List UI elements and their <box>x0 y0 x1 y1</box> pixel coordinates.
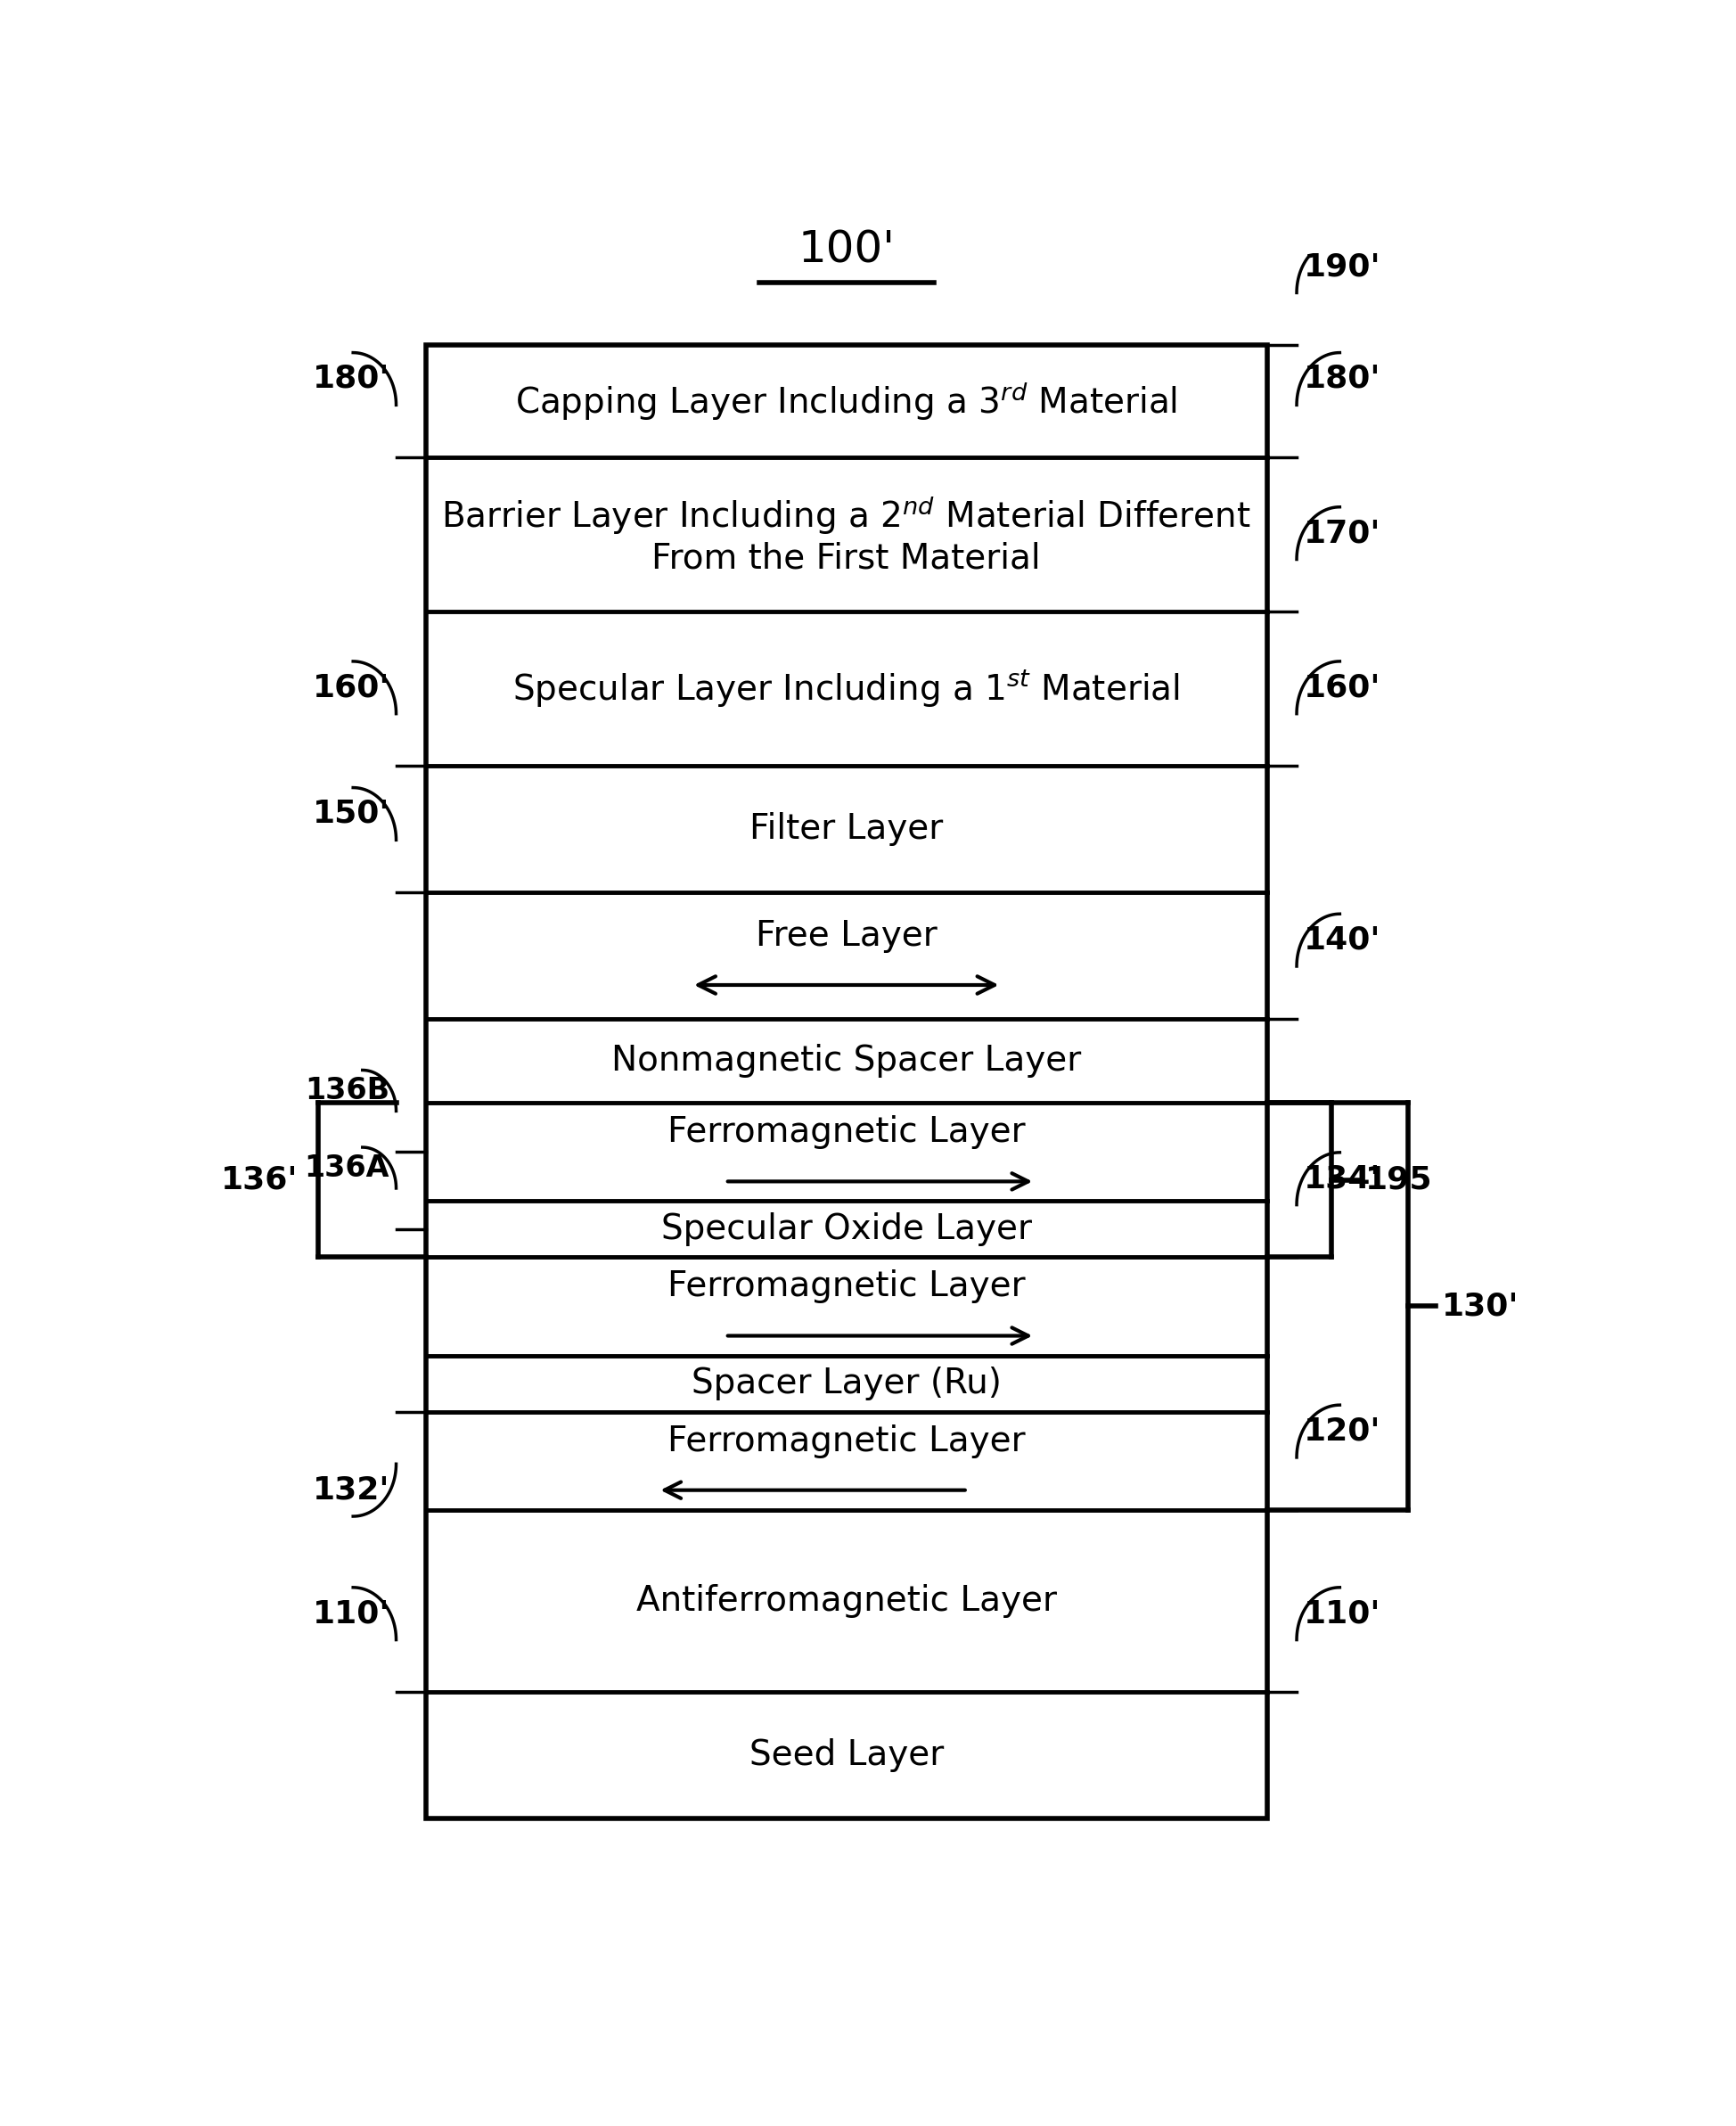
Text: 134': 134' <box>1302 1163 1380 1195</box>
Text: 130': 130' <box>1441 1290 1519 1322</box>
Text: 190': 190' <box>1302 251 1380 283</box>
Text: 160': 160' <box>312 672 389 704</box>
Text: Ferromagnetic Layer: Ferromagnetic Layer <box>667 1269 1024 1303</box>
Text: Free Layer: Free Layer <box>755 918 937 952</box>
Text: 180': 180' <box>1302 364 1380 393</box>
Text: Spacer Layer (Ru): Spacer Layer (Ru) <box>691 1367 1002 1401</box>
Text: 132': 132' <box>312 1475 389 1505</box>
Text: Specular Oxide Layer: Specular Oxide Layer <box>661 1212 1031 1246</box>
Text: 140': 140' <box>1302 925 1380 955</box>
Text: 136B: 136B <box>304 1076 389 1106</box>
Text: Seed Layer: Seed Layer <box>748 1739 943 1773</box>
Text: 136A: 136A <box>304 1152 389 1182</box>
Text: 170': 170' <box>1302 519 1380 549</box>
Text: Ferromagnetic Layer: Ferromagnetic Layer <box>667 1116 1024 1150</box>
Text: 160': 160' <box>1302 672 1380 704</box>
Text: Ferromagnetic Layer: Ferromagnetic Layer <box>667 1424 1024 1458</box>
Text: 180': 180' <box>312 364 389 393</box>
Text: Antiferromagnetic Layer: Antiferromagnetic Layer <box>635 1584 1055 1618</box>
Text: Nonmagnetic Spacer Layer: Nonmagnetic Spacer Layer <box>611 1044 1082 1078</box>
Text: Specular Layer Including a 1$^{st}$ Material: Specular Layer Including a 1$^{st}$ Mate… <box>512 668 1179 710</box>
Text: 100': 100' <box>797 230 894 272</box>
Text: 150': 150' <box>312 799 389 829</box>
Text: 195: 195 <box>1364 1165 1432 1195</box>
Text: Capping Layer Including a 3$^{rd}$ Material: Capping Layer Including a 3$^{rd}$ Mater… <box>516 381 1177 423</box>
Text: 110': 110' <box>1302 1599 1380 1629</box>
Text: Filter Layer: Filter Layer <box>750 812 943 846</box>
Text: Barrier Layer Including a 2$^{nd}$ Material Different
From the First Material: Barrier Layer Including a 2$^{nd}$ Mater… <box>441 493 1250 576</box>
Text: 136': 136' <box>220 1165 299 1195</box>
Text: 120': 120' <box>1302 1416 1380 1446</box>
Bar <box>425 344 1267 1818</box>
Text: 110': 110' <box>312 1599 389 1629</box>
